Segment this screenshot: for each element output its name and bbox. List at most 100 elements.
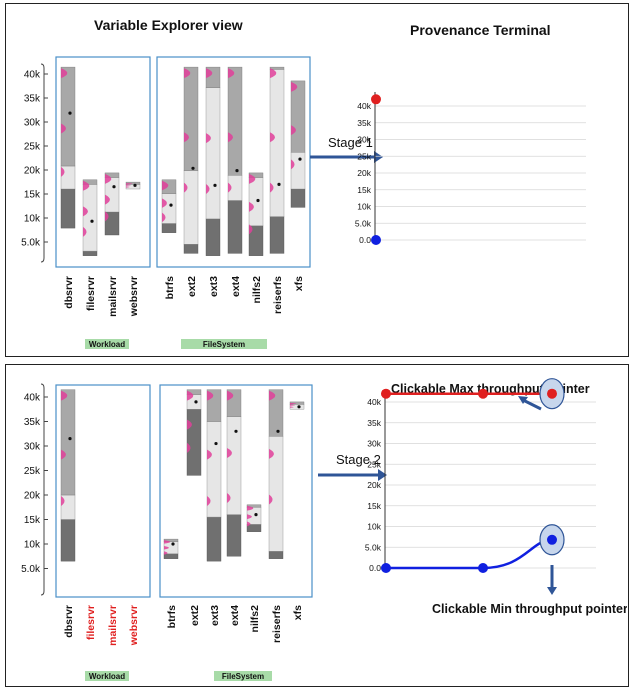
max-point[interactable] [478, 388, 488, 399]
box-mailsrvr[interactable] [104, 172, 120, 236]
category-label-filesrvr[interactable]: filesrvr [85, 605, 97, 640]
density-blob [207, 449, 212, 460]
workload-label-bg [85, 339, 129, 349]
box-nilfs2[interactable] [246, 504, 262, 532]
category-label-filesrvr[interactable]: filesrvr [85, 276, 97, 311]
density-blob [61, 166, 65, 177]
density-blob [227, 447, 232, 458]
stage-2-arrow [318, 469, 387, 481]
category-label-ext2[interactable]: ext2 [186, 276, 198, 297]
box-websrvr[interactable] [125, 181, 141, 190]
terminal-tick-label: 0.0 [359, 235, 371, 245]
category-label-mailsrvr[interactable]: mailsrvr [107, 276, 119, 317]
y-tick-label: 15k [24, 190, 41, 201]
box-dbsrvr[interactable] [60, 389, 76, 562]
category-label-dbsrvr[interactable]: dbsrvr [63, 605, 75, 638]
category-label-ext4[interactable]: ext4 [229, 605, 241, 626]
box-xfs[interactable] [289, 401, 305, 410]
terminal-tick-label: 35k [357, 118, 371, 128]
terminal-tick-label: 35k [367, 418, 381, 428]
terminal-tick-label: 25k [357, 151, 371, 161]
stage-1-panel: Variable Explorer view Provenance Termin… [5, 3, 629, 357]
box-ext4[interactable] [227, 66, 243, 254]
density-blob [83, 226, 87, 237]
category-label-btrfs[interactable]: btrfs [164, 276, 176, 299]
mean-dot [194, 400, 198, 404]
y-tick-label: 30k [24, 118, 41, 129]
box-nilfs2[interactable] [248, 172, 264, 256]
density-blob [206, 68, 213, 79]
box-xfs[interactable] [290, 80, 306, 208]
y-tick-label: 40k [24, 70, 41, 81]
category-label-websrvr[interactable]: websrvr [128, 605, 140, 646]
box-ext4[interactable] [226, 389, 242, 557]
min-point[interactable] [371, 235, 381, 245]
y-tick-label: 20k [24, 166, 41, 177]
max-throughput-pointer[interactable] [547, 388, 557, 399]
mean-dot [171, 542, 175, 546]
density-blob [105, 194, 110, 205]
min-throughput-line [386, 538, 553, 570]
category-label-nilfs2[interactable]: nilfs2 [251, 276, 263, 304]
box-ext2[interactable] [183, 66, 199, 254]
density-blob [184, 182, 188, 193]
stage-1-terminal-chart: 0.0 5.0k 10k 15k 20k 25k 30k 35k 40k [355, 92, 586, 245]
density-blob [126, 184, 131, 186]
category-label-websrvr[interactable]: websrvr [128, 276, 140, 317]
density-blob [61, 390, 68, 401]
box-btrfs[interactable] [161, 179, 177, 233]
stage-2-label: Stage 2 [336, 452, 381, 467]
category-label-ext3[interactable]: ext3 [208, 276, 220, 297]
box-ext3[interactable] [205, 66, 221, 256]
density-blob [249, 201, 254, 212]
box-reiserfs[interactable] [269, 66, 285, 254]
max-point[interactable] [381, 388, 391, 399]
category-label-mailsrvr[interactable]: mailsrvr [107, 605, 119, 646]
max-point[interactable] [371, 94, 381, 105]
filesystem-label: FileSystem [203, 340, 245, 349]
box-ext3[interactable] [206, 389, 222, 562]
category-label-xfs[interactable]: xfs [293, 276, 305, 291]
box-ext2[interactable] [186, 389, 202, 476]
category-label-nilfs2[interactable]: nilfs2 [249, 605, 261, 633]
density-blob [61, 495, 65, 506]
density-blob [83, 180, 90, 191]
category-label-ext4[interactable]: ext4 [230, 276, 242, 297]
category-label-xfs[interactable]: xfs [292, 605, 304, 620]
density-blob [291, 159, 295, 170]
category-label-reiserfs[interactable]: reiserfs [271, 605, 283, 643]
mean-dot [277, 182, 281, 186]
mean-dot [191, 166, 195, 170]
max-callout-arrow [518, 396, 542, 411]
mean-dot [213, 183, 217, 187]
category-label-ext3[interactable]: ext3 [209, 605, 221, 626]
explorer-y-axis: 40k 35k 30k 25k 20k 15k 10k 5.0k [21, 63, 48, 263]
box-reiserfs[interactable] [268, 389, 284, 559]
density-blob [228, 68, 235, 79]
density-blob [126, 183, 133, 185]
category-label-ext2[interactable]: ext2 [189, 605, 201, 626]
density-blob [270, 182, 274, 193]
box-filesrvr[interactable] [82, 179, 98, 256]
min-point[interactable] [381, 563, 391, 573]
density-blob [247, 505, 254, 511]
density-blob [164, 540, 171, 544]
box-btrfs[interactable] [163, 538, 179, 559]
density-blob [227, 492, 231, 503]
density-blob [187, 390, 194, 401]
min-pointer-callout: Clickable Min throughput pointer [432, 602, 627, 616]
terminal-tick-label: 10k [357, 202, 371, 212]
category-label-btrfs[interactable]: btrfs [166, 605, 178, 628]
box-dbsrvr[interactable] [60, 66, 76, 229]
density-blob [249, 173, 256, 184]
category-label-reiserfs[interactable]: reiserfs [272, 276, 284, 314]
category-label-dbsrvr[interactable]: dbsrvr [63, 276, 75, 309]
min-throughput-pointer[interactable] [547, 534, 557, 545]
y-tick-label: 30k [24, 442, 41, 453]
mean-dot [68, 111, 72, 115]
stage-2-svg: 40k 35k 30k 25k 20k 15k 10k 5.0k dbsrvr filesrvr… [21, 378, 627, 681]
density-blob [227, 390, 234, 401]
y-tick-label: 5.0k [21, 238, 41, 249]
min-point[interactable] [478, 563, 488, 573]
stage-1-box-plots [60, 66, 306, 256]
